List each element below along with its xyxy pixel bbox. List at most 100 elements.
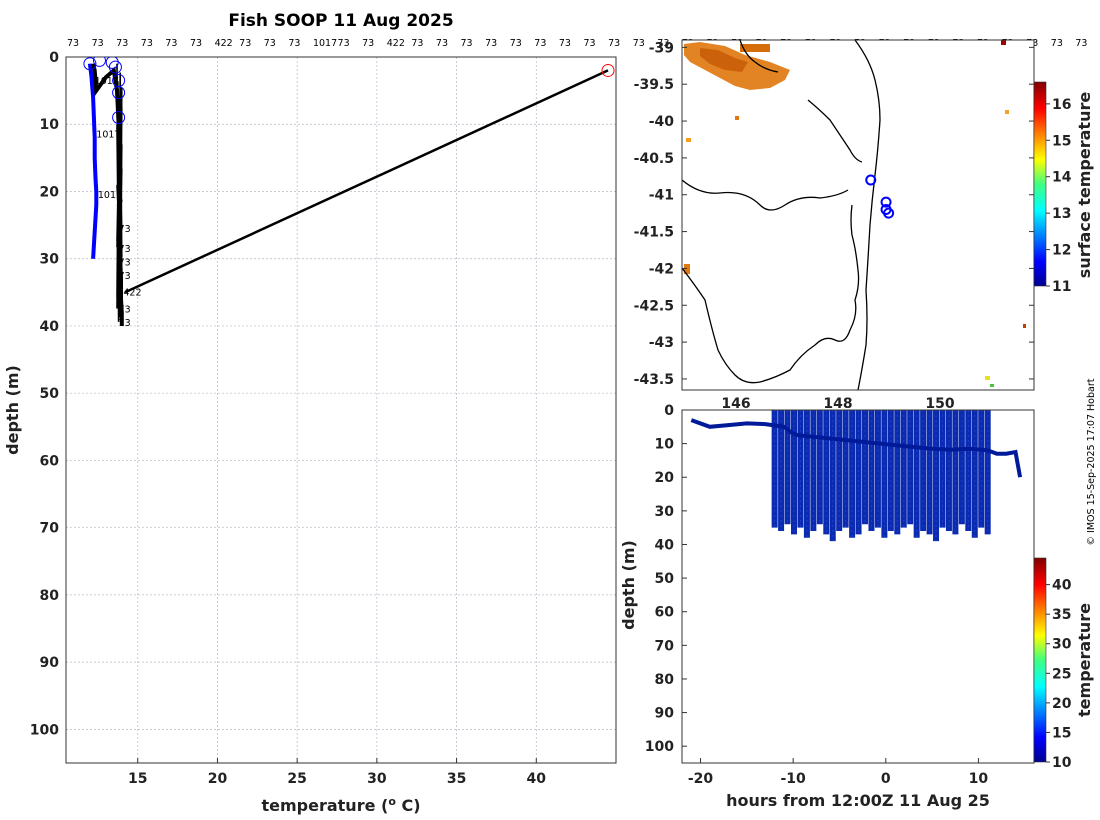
map-y-ticks: -39 -39.5 -40 -40.5 -41 -41.5 -42 -42.5 -43 -43.5 [634,40,1034,388]
top-profile-label: 73 [264,38,276,49]
section-y-tick-label: 70 [655,638,675,654]
top-profile-label: 73 [239,38,251,49]
left-x-tick-label: 30 [367,771,387,787]
top-profile-label: 73 [190,38,202,49]
section-x-tick-label: -20 [688,771,714,787]
section-y-tick-label: 60 [655,605,675,621]
left-gridlines [66,56,616,763]
section-y-tick-label: 30 [655,504,675,520]
map-y-tick-label: -41.5 [634,225,674,241]
map-track-point [865,174,877,186]
temperature-colorbar-label: temperature [1075,603,1094,717]
temperature-colorbar-tick-label: 25 [1052,666,1071,682]
profile-marker [105,57,119,69]
section-y-tick-label: 40 [655,537,675,553]
left-x-tick-label: 35 [447,771,466,787]
temperature-colorbar-tick-label: 15 [1052,725,1071,741]
top-profile-label: 73 [1075,38,1087,49]
section-y-tick-label: 100 [645,739,674,755]
surface-colorbar-tick-label: 11 [1052,279,1071,295]
left-series [87,63,609,326]
profile-annotation: 1017 [96,130,120,141]
map-y-tick-label: -41 [649,188,674,204]
temperature-colorbar-tick-label: 40 [1052,578,1072,594]
top-profile-label: 73 [141,38,153,49]
section-y-ticks: 0 10 20 30 40 50 60 70 80 90 100 [645,403,687,755]
profile-marker [112,111,126,125]
temperature-colorbar-tick-label: 20 [1052,696,1072,712]
top-profile-label: 1017 [313,38,337,49]
section-y-tick-label: 80 [655,672,675,688]
top-profile-label: 73 [411,38,423,49]
temperature-colorbar-tick-label: 10 [1052,755,1072,771]
left-x-tick-label: 15 [128,771,147,787]
left-plot-frame [65,56,617,764]
map-y-tick-label: -40 [649,114,675,130]
top-profile-label: 422 [387,38,405,49]
map-y-tick-label: -39 [649,40,674,56]
left-x-tick-label: 20 [208,771,228,787]
map-y-tick-label: -40.5 [634,151,674,167]
depth-time-section-panel: -20 -10 0 10 0 10 20 30 40 50 60 70 80 90 100 hours f… [619,403,1094,810]
map-x-ticks: 146 148 150 [721,396,954,412]
surface-colorbar-label: surface temperature [1075,92,1094,279]
left-y-ticks: 0 10 20 30 40 50 60 70 80 90 100 [30,50,59,738]
left-y-tick-label: 60 [40,453,60,469]
profile-marker [112,86,126,100]
surface-colorbar-tick-label: 15 [1052,133,1071,149]
map-y-tick-label: -39.5 [634,77,674,93]
map-background [682,40,1034,390]
top-profile-label: 73 [338,38,350,49]
left-x-ticks: 15 20 25 30 35 40 [128,758,546,787]
surface-colorbar-ticks: 11 12 13 14 15 16 [1046,97,1072,295]
top-profile-label: 73 [633,38,645,49]
profile-marker [83,57,97,71]
series-line-spike [124,69,609,294]
map-y-tick-label: -42.5 [634,298,674,314]
profile-annotation: 1017 [95,76,119,87]
left-y-tick-label: 0 [49,50,59,66]
section-x-tick-label: 0 [881,771,891,787]
profile-annotation: 73 [119,318,131,329]
profile-annotation: 73 [119,257,131,268]
left-x-tick-label: 25 [287,771,306,787]
section-x-ticks: -20 -10 0 10 [688,758,989,787]
top-profile-label: 73 [657,38,669,49]
top-profile-label: 73 [485,38,497,49]
overplotted-casts [116,63,123,322]
top-profile-label: 73 [559,38,571,49]
map-track [865,174,895,219]
series-line-profile-1017 [87,63,99,259]
temperature-colorbar-ticks: 10 15 20 25 30 35 40 [1046,578,1072,771]
section-y-tick-label: 50 [655,571,675,587]
surface-colorbar-tick-label: 13 [1052,206,1071,222]
left-y-tick-label: 80 [40,588,60,604]
top-profile-label: 73 [584,38,596,49]
top-profile-label: 73 [92,38,104,49]
left-y-tick-label: 20 [40,184,60,200]
profile-annotation: 73 [119,305,131,316]
profile-marker [108,60,122,74]
top-profile-label: 73 [67,38,79,49]
map-track-point [883,207,895,219]
coastline [682,40,881,390]
left-x-tick-label: 40 [527,771,547,787]
credit-text: © IMOS 15-Sep-2025 17:07 Hobart [1086,378,1097,545]
section-x-tick-label: 10 [969,771,989,787]
profile-annotation: 1017 [98,190,122,201]
section-y-tick-label: 90 [655,706,675,722]
left-y-axis-label: depth (m) [3,365,22,455]
section-surface-track-line [690,418,1023,478]
top-profile-label: 73 [608,38,620,49]
top-profile-label: 73 [116,38,128,49]
top-profile-label: 422 [215,38,233,49]
section-y-tick-label: 0 [664,403,674,419]
map-track-point [880,196,892,208]
surface-colorbar-tick-label: 14 [1052,170,1072,186]
left-y-tick-label: 100 [30,722,59,738]
temperature-colorbar-tick-label: 30 [1052,637,1072,653]
section-y-axis-label: depth (m) [619,540,638,630]
section-x-axis-label: hours from 12:00Z 11 Aug 25 [726,791,990,810]
surface-colorbar-tick-label: 12 [1052,243,1071,259]
